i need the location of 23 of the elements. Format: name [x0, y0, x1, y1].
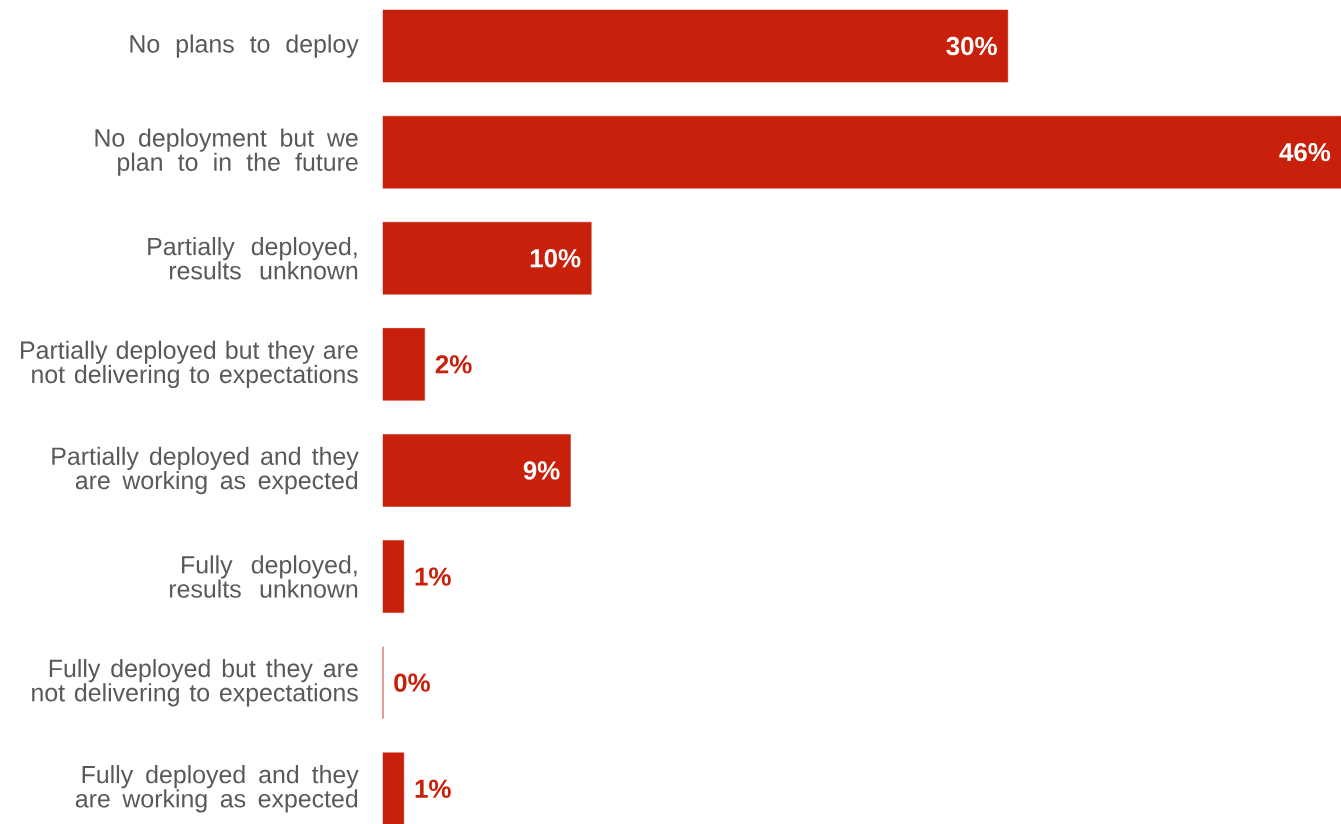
bar: [382, 9, 1009, 83]
data-label: 46%: [1279, 142, 1331, 162]
y-tick-label: Fully deployed and they are working as expected: [75, 765, 359, 813]
data-label: 9%: [523, 461, 560, 480]
bar: [382, 328, 425, 401]
data-label: 0%: [394, 673, 430, 692]
y-tick-label: Fully deployed but they are not delivering to expectations: [32, 658, 358, 707]
y-tick-label: Fully deployed, results unknown: [169, 555, 358, 598]
data-label: 1%: [415, 567, 451, 586]
y-tick-label: Partially deployed, results unknown: [148, 237, 358, 280]
bar: [382, 540, 405, 613]
bar: [382, 434, 571, 507]
data-label: 1%: [415, 779, 451, 798]
y-tick-label: No plans to deploy: [130, 34, 359, 58]
data-label: 30%: [946, 36, 997, 56]
bar: [382, 752, 405, 824]
y-tick-label: Partially deployed and they are working as expected: [52, 446, 359, 495]
bar: [382, 115, 1341, 189]
y-tick-label: Partially deployed but they are not delivering to expectations: [21, 340, 358, 389]
y-tick-label: No deployment but we plan to in the future: [95, 128, 358, 176]
data-label: 2%: [435, 355, 472, 374]
data-label: 10%: [530, 249, 581, 268]
bar: [382, 222, 592, 295]
